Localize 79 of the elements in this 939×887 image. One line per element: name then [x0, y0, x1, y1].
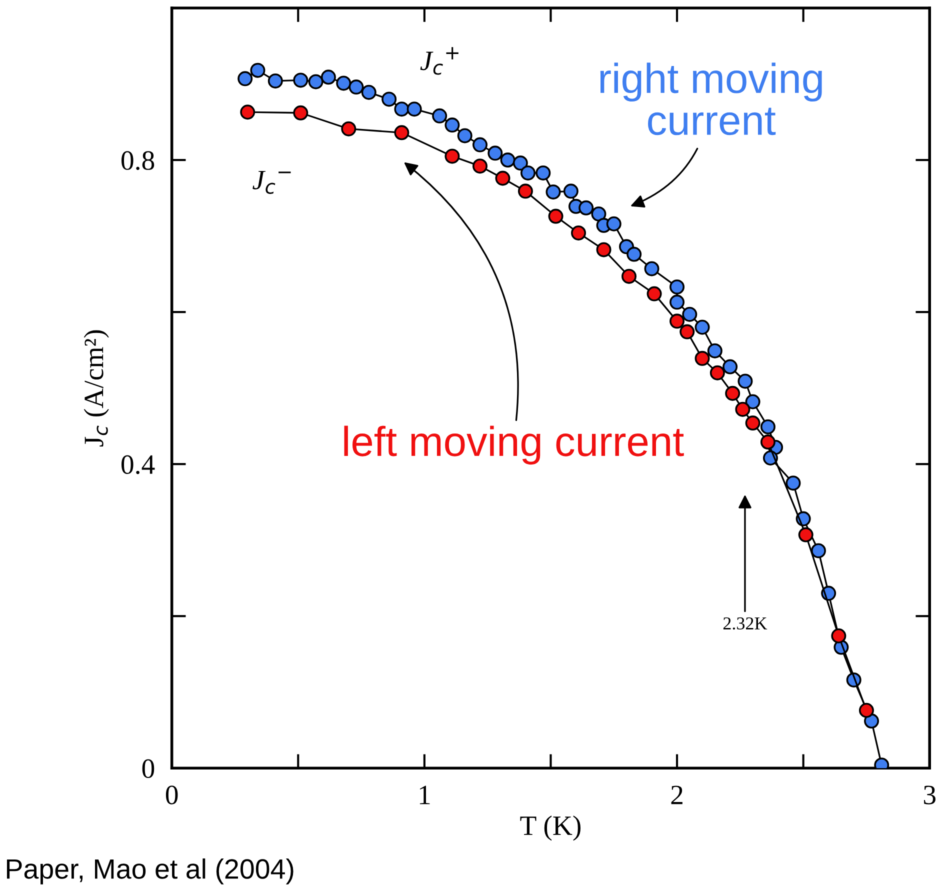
point	[548, 208, 564, 224]
x-tick-label: 3	[924, 786, 936, 804]
point	[745, 394, 760, 410]
y-axis-title: J$_{c}$ (A/cm²)	[84, 330, 109, 447]
point	[738, 374, 753, 389]
point	[472, 137, 488, 152]
point	[591, 206, 606, 222]
point	[810, 543, 826, 558]
text: Paper, Mao et al (2004)	[6, 858, 294, 884]
point	[472, 158, 488, 174]
point	[320, 70, 336, 85]
point	[786, 476, 801, 491]
point	[536, 165, 551, 180]
annotation: 2.32K	[723, 617, 768, 630]
point	[646, 286, 662, 302]
point	[432, 108, 448, 124]
y-tick-label: 0.4	[122, 455, 155, 474]
point	[760, 434, 776, 450]
point	[293, 105, 308, 120]
point	[670, 294, 685, 310]
annotation: left moving current	[344, 426, 684, 465]
annotation: right moving current	[600, 62, 822, 136]
point	[626, 246, 642, 262]
point	[495, 170, 510, 186]
point	[831, 628, 846, 644]
point	[670, 314, 685, 329]
point	[707, 343, 722, 358]
point	[694, 350, 710, 366]
point	[293, 72, 308, 88]
point	[238, 71, 253, 86]
point	[858, 702, 874, 718]
point	[606, 216, 622, 232]
x-tick-label: 1	[420, 786, 430, 804]
point	[722, 359, 738, 374]
point	[240, 104, 256, 120]
point	[745, 416, 760, 431]
series-label: J$_{c}$$^{−}$	[252, 170, 291, 194]
point	[250, 62, 266, 78]
point	[488, 146, 503, 161]
point	[394, 125, 410, 140]
point	[444, 118, 460, 133]
point	[394, 102, 410, 117]
point	[512, 156, 528, 171]
point	[382, 92, 397, 107]
point	[760, 419, 776, 434]
point	[710, 365, 725, 380]
point	[348, 80, 364, 95]
point	[361, 84, 376, 100]
point	[571, 225, 586, 240]
point	[622, 268, 637, 284]
point	[308, 74, 324, 90]
point	[268, 73, 283, 88]
y-tick-label: 0.8	[122, 151, 154, 170]
point	[682, 306, 698, 322]
point	[336, 76, 352, 91]
point	[735, 402, 750, 417]
point	[725, 386, 740, 401]
point	[563, 184, 578, 199]
point	[798, 527, 814, 542]
point	[500, 152, 516, 168]
legend-label: J$_{c}$$^{+}$	[420, 47, 458, 75]
point	[578, 200, 594, 216]
point	[864, 714, 880, 729]
point	[518, 184, 533, 199]
point	[680, 324, 695, 340]
point	[341, 121, 356, 136]
x-tick-label: 2	[671, 786, 682, 804]
point	[670, 279, 685, 294]
point	[520, 165, 536, 180]
point	[596, 242, 612, 258]
x-tick-label: 0	[166, 786, 178, 804]
point	[457, 128, 472, 144]
point	[694, 320, 710, 335]
x-axis-title: T (K)	[520, 816, 580, 841]
point	[644, 261, 660, 276]
y-tick-label: 0	[142, 759, 154, 778]
point	[546, 184, 561, 200]
point	[444, 148, 460, 164]
point	[406, 102, 422, 117]
